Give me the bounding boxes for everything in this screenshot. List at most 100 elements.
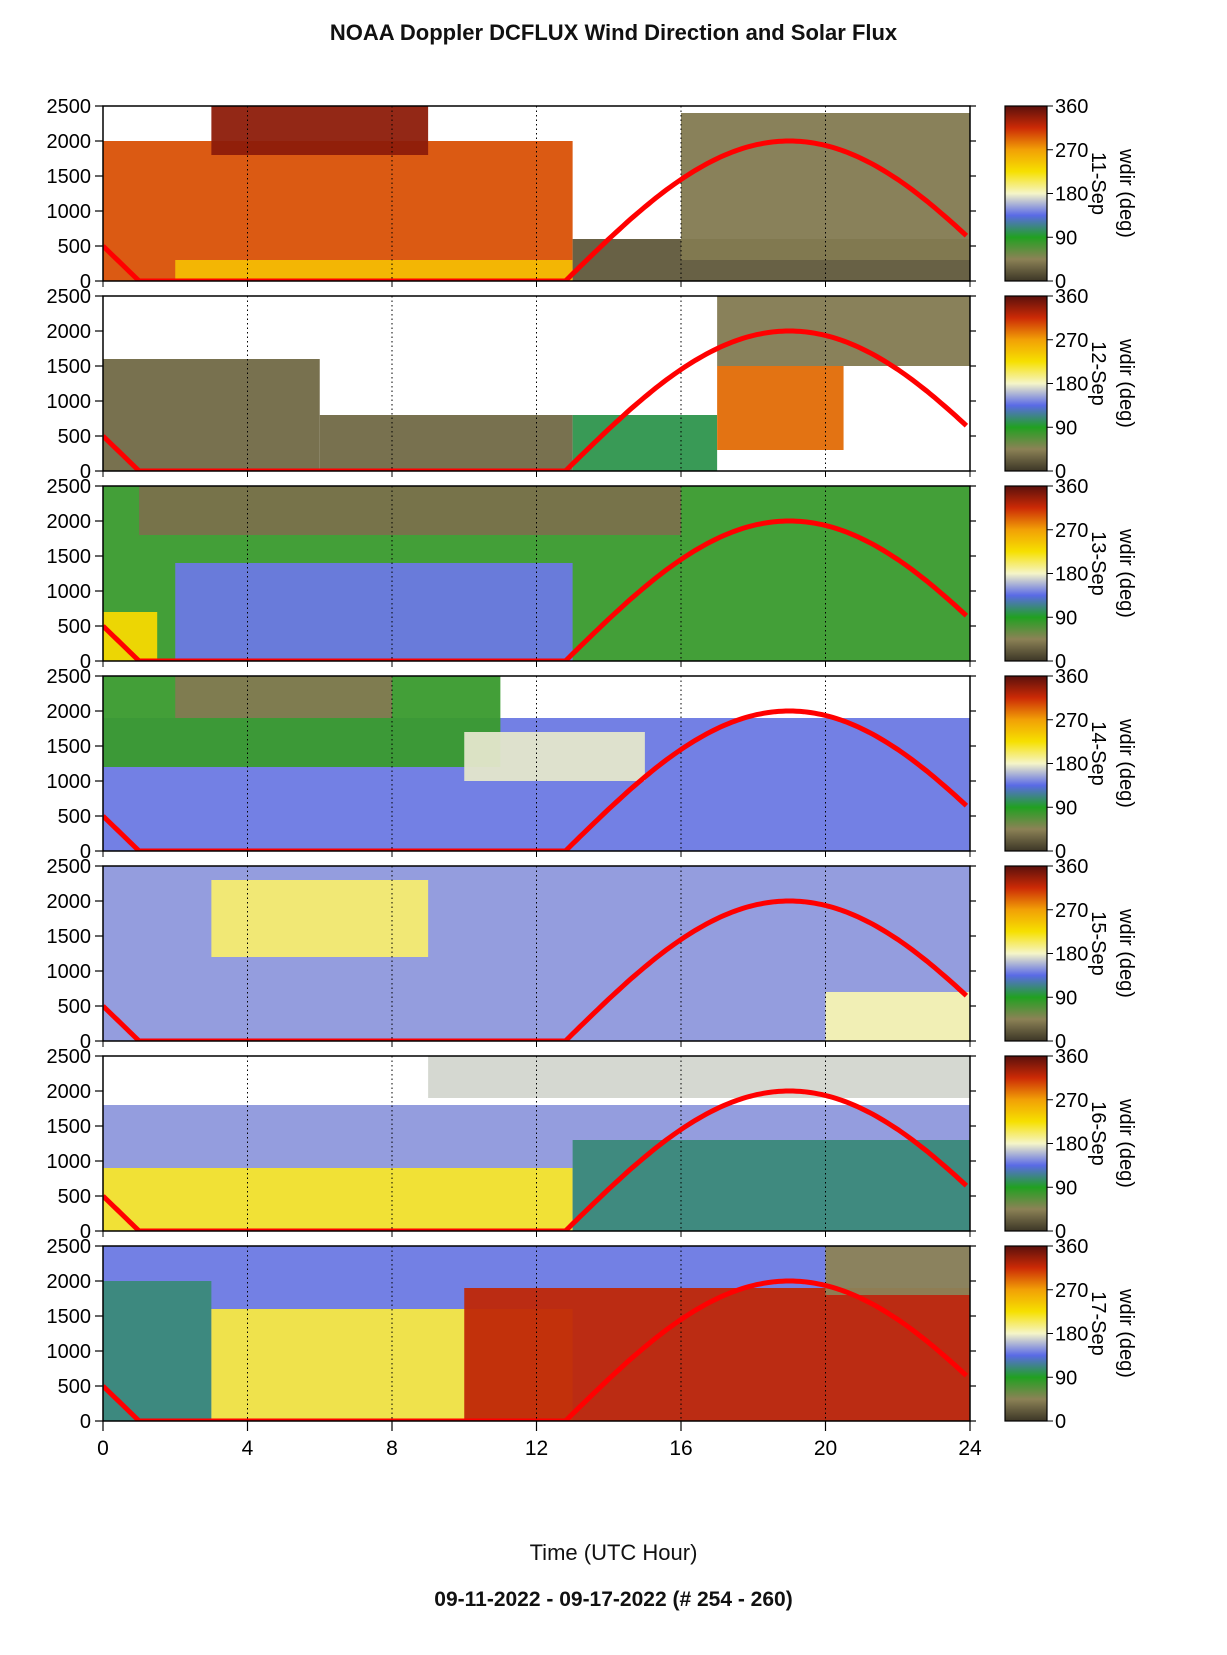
colorbar-label: wdir (deg) bbox=[1115, 148, 1137, 238]
colorbar-tick-label: 180 bbox=[1055, 754, 1088, 776]
colorbar-tick-label: 270 bbox=[1055, 140, 1088, 162]
day-label: 16-Sep bbox=[1087, 1101, 1109, 1166]
colorbar-tick-label: 270 bbox=[1055, 330, 1088, 352]
colorbar-label: wdir (deg) bbox=[1115, 718, 1137, 808]
colorbar-tick-label: 360 bbox=[1055, 1236, 1088, 1258]
y-tick-label: 2500 bbox=[47, 286, 92, 308]
x-axis-label: Time (UTC Hour) bbox=[529, 1540, 698, 1565]
y-tick-label: 500 bbox=[58, 1186, 91, 1208]
wdir-region bbox=[717, 296, 970, 366]
wdir-region bbox=[717, 366, 844, 450]
day-label: 13-Sep bbox=[1087, 531, 1109, 596]
wdir-region bbox=[103, 141, 573, 281]
colorbar-tick-label: 270 bbox=[1055, 1090, 1088, 1112]
solar-flux-curve bbox=[103, 1278, 969, 1421]
wdir-region bbox=[175, 260, 573, 281]
colorbar-tick-label: 360 bbox=[1055, 476, 1088, 498]
colorbar-tick-label: 0 bbox=[1055, 651, 1066, 673]
colorbar-tick-label: 0 bbox=[1055, 461, 1066, 483]
colorbar-tick-label: 90 bbox=[1055, 607, 1077, 629]
wdir-region bbox=[464, 1288, 970, 1421]
y-tick-label: 2500 bbox=[47, 666, 92, 688]
colorbar-tick-label: 90 bbox=[1055, 1177, 1077, 1199]
x-tick-label: 0 bbox=[97, 1437, 109, 1460]
wdir-region bbox=[103, 359, 320, 471]
y-tick-label: 1000 bbox=[47, 391, 92, 413]
colorbar-tick-label: 360 bbox=[1055, 96, 1088, 118]
y-tick-label: 0 bbox=[80, 651, 91, 673]
x-tick-label: 20 bbox=[814, 1437, 837, 1460]
colorbar-tick-label: 360 bbox=[1055, 286, 1088, 308]
colorbar-tick-label: 90 bbox=[1055, 797, 1077, 819]
y-tick-label: 1500 bbox=[47, 356, 92, 378]
y-tick-label: 2000 bbox=[47, 1081, 92, 1103]
wdir-region bbox=[103, 1168, 573, 1231]
colorbar-tick-label: 0 bbox=[1055, 1031, 1066, 1053]
wdir-region bbox=[572, 1140, 970, 1231]
y-tick-label: 2500 bbox=[47, 476, 92, 498]
wdir-region bbox=[175, 676, 392, 718]
y-tick-label: 1000 bbox=[47, 201, 92, 223]
wdir-region bbox=[139, 486, 681, 535]
colorbar-label: wdir (deg) bbox=[1115, 338, 1137, 428]
colorbar-tick-label: 90 bbox=[1055, 987, 1077, 1009]
solar-flux-curve bbox=[103, 138, 969, 281]
wdir-region bbox=[464, 732, 645, 781]
colorbar bbox=[1004, 295, 1048, 472]
panel-17-Sep: 0 500 1000 1500 2000 2500 0 90 180 270 360 wdir (de… bbox=[47, 1236, 1138, 1433]
y-tick-label: 1000 bbox=[47, 581, 92, 603]
colorbar bbox=[1004, 865, 1048, 1042]
panel-11-Sep: 0 500 1000 1500 2000 2500 0 90 180 270 360 wdir (de… bbox=[47, 96, 1138, 293]
colorbar-tick-label: 360 bbox=[1055, 856, 1088, 878]
date-range-footer: 09-11-2022 - 09-17-2022 (# 254 - 260) bbox=[434, 1588, 793, 1611]
heatmap-cells bbox=[103, 106, 970, 281]
panel-12-Sep: 0 500 1000 1500 2000 2500 0 90 180 270 360 wdir (de… bbox=[47, 286, 1138, 483]
y-tick-label: 2500 bbox=[47, 96, 92, 118]
panel-13-Sep: 0 500 1000 1500 2000 2500 0 90 180 270 360 wdir (de… bbox=[47, 476, 1138, 673]
colorbar-tick-label: 90 bbox=[1055, 227, 1077, 249]
colorbar-tick-label: 270 bbox=[1055, 710, 1088, 732]
y-tick-label: 1500 bbox=[47, 736, 92, 758]
colorbar-tick-label: 270 bbox=[1055, 900, 1088, 922]
colorbar bbox=[1004, 1245, 1048, 1422]
y-tick-label: 1500 bbox=[47, 926, 92, 948]
heatmap-cells bbox=[103, 296, 970, 471]
y-tick-label: 0 bbox=[80, 271, 91, 293]
y-tick-label: 1500 bbox=[47, 546, 92, 568]
day-label: 17-Sep bbox=[1087, 1291, 1109, 1356]
y-tick-label: 500 bbox=[58, 1376, 91, 1398]
colorbar-label: wdir (deg) bbox=[1115, 528, 1137, 618]
colorbar-tick-label: 180 bbox=[1055, 944, 1088, 966]
y-tick-label: 500 bbox=[58, 426, 91, 448]
wdir-region bbox=[825, 1246, 970, 1295]
y-tick-label: 2000 bbox=[47, 321, 92, 343]
solar-flux-curve bbox=[103, 708, 969, 851]
y-tick-label: 0 bbox=[80, 1031, 91, 1053]
heatmap-cells bbox=[103, 486, 970, 661]
colorbar-tick-label: 180 bbox=[1055, 374, 1088, 396]
y-tick-label: 1000 bbox=[47, 1151, 92, 1173]
day-label: 12-Sep bbox=[1087, 341, 1109, 406]
y-tick-label: 1000 bbox=[47, 1341, 92, 1363]
wdir-region bbox=[428, 1056, 970, 1098]
x-tick-label: 8 bbox=[386, 1437, 398, 1460]
colorbar-tick-label: 90 bbox=[1055, 1367, 1077, 1389]
x-tick-label: 24 bbox=[958, 1437, 982, 1460]
y-tick-label: 2500 bbox=[47, 1046, 92, 1068]
colorbar-tick-label: 0 bbox=[1055, 841, 1066, 863]
colorbar-tick-label: 180 bbox=[1055, 184, 1088, 206]
wdir-region bbox=[175, 563, 573, 661]
x-tick-label: 16 bbox=[669, 1437, 692, 1460]
colorbar bbox=[1004, 105, 1048, 282]
y-tick-label: 2000 bbox=[47, 511, 92, 533]
solar-flux-curve bbox=[103, 1088, 969, 1231]
colorbar-tick-label: 0 bbox=[1055, 271, 1066, 293]
panel-15-Sep: 0 500 1000 1500 2000 2500 0 90 180 270 360 wdir (de… bbox=[47, 856, 1138, 1053]
colorbar-tick-label: 270 bbox=[1055, 520, 1088, 542]
wdir-region bbox=[319, 415, 573, 471]
day-label: 15-Sep bbox=[1087, 911, 1109, 976]
y-tick-label: 1500 bbox=[47, 1306, 92, 1328]
y-tick-label: 2500 bbox=[47, 1236, 92, 1258]
solar-flux-curve bbox=[103, 898, 969, 1041]
solar-flux-curve bbox=[103, 518, 969, 661]
